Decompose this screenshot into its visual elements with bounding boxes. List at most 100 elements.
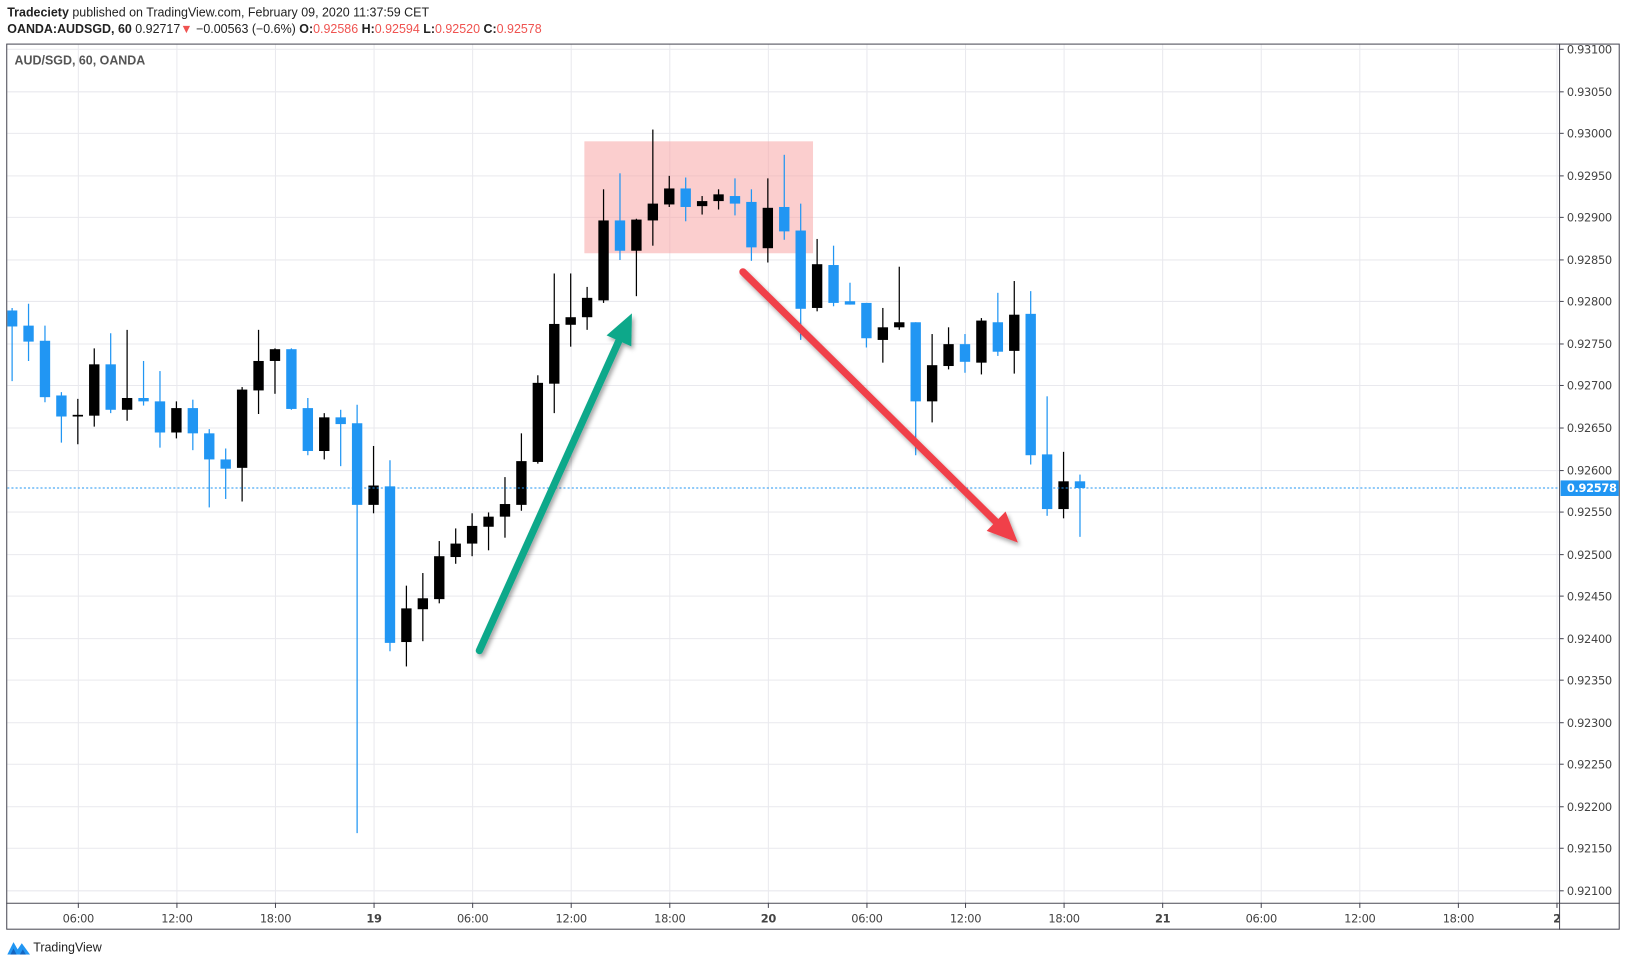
candle-body bbox=[384, 486, 396, 643]
candle-body bbox=[680, 188, 691, 207]
candle-up bbox=[401, 585, 412, 667]
price-tick-label: 0.92300 bbox=[1566, 715, 1612, 730]
candle-body bbox=[614, 220, 626, 251]
uptrend-arrow bbox=[475, 313, 632, 655]
candle-body bbox=[861, 302, 872, 339]
candle-body bbox=[7, 310, 18, 327]
candle-down bbox=[828, 245, 839, 307]
candle-up bbox=[565, 273, 576, 347]
candle-up bbox=[499, 477, 511, 538]
candle-down bbox=[795, 203, 806, 340]
candle-up bbox=[664, 175, 675, 207]
price-tick-label: 0.92350 bbox=[1566, 673, 1612, 687]
time-axis[interactable]: 06:00 12:00 18:00 19 06:00 12:00 18:00 20 06:00 1… bbox=[6, 904, 1560, 930]
candle-body bbox=[729, 196, 741, 204]
downtrend-arrow-line bbox=[739, 268, 1002, 528]
candle-up bbox=[89, 348, 100, 427]
price-tick-label: 0.92200 bbox=[1566, 800, 1612, 814]
candle-body bbox=[335, 417, 346, 425]
time-tick-label: 06:00 bbox=[456, 912, 489, 926]
candle-down bbox=[23, 303, 34, 361]
candle-body bbox=[204, 433, 215, 460]
time-tick-label: 06:00 bbox=[62, 912, 95, 926]
candle-body bbox=[631, 219, 642, 251]
candle-body bbox=[910, 322, 921, 402]
candle-up bbox=[598, 189, 609, 303]
candle-body bbox=[1058, 481, 1069, 510]
candle-body bbox=[532, 382, 544, 462]
candle-body bbox=[1009, 314, 1020, 351]
last-price: 0.92717 bbox=[135, 21, 181, 37]
candle-body bbox=[483, 516, 494, 527]
candle-up bbox=[713, 189, 724, 210]
candle-up bbox=[319, 413, 330, 460]
candle-body bbox=[72, 414, 84, 417]
candle-body bbox=[811, 264, 823, 308]
candle-body bbox=[154, 401, 166, 433]
candle-up bbox=[171, 401, 182, 439]
time-tick-label: 12:00 bbox=[1344, 912, 1376, 926]
low-label: L: bbox=[423, 21, 435, 37]
axis-ticks bbox=[77, 48, 1564, 908]
candle-body bbox=[795, 230, 806, 309]
candle-body bbox=[499, 504, 511, 517]
time-tick-label: 12:00 bbox=[555, 912, 588, 926]
price-tick-label: 0.92500 bbox=[1566, 547, 1612, 562]
candle-up bbox=[762, 178, 774, 263]
candle-body bbox=[943, 344, 954, 367]
candle-up bbox=[943, 327, 954, 370]
candle-up bbox=[976, 318, 987, 375]
candle-up bbox=[72, 398, 84, 445]
candle-body bbox=[877, 327, 889, 340]
downtrend-arrow bbox=[739, 268, 1018, 543]
tradingview-logo-icon bbox=[7, 942, 31, 955]
candle-body bbox=[286, 349, 297, 409]
candle-body bbox=[516, 461, 527, 505]
candle-down bbox=[746, 189, 757, 261]
candle-down bbox=[729, 178, 741, 216]
candle-body bbox=[138, 397, 149, 402]
candle-up bbox=[647, 129, 659, 246]
candle-up bbox=[417, 573, 429, 642]
candle-body bbox=[1041, 454, 1053, 510]
candle-body bbox=[302, 408, 314, 452]
time-tick-label: 19 bbox=[366, 912, 382, 926]
candle-down bbox=[351, 404, 363, 834]
candle-up bbox=[549, 273, 560, 414]
candle-up bbox=[926, 334, 938, 423]
chart-frame bbox=[6, 43, 1620, 930]
price-change: −0.00563 (−0.6%) bbox=[196, 21, 296, 37]
candle-up bbox=[434, 541, 445, 604]
candle-body bbox=[269, 349, 281, 361]
candle-down bbox=[992, 292, 1004, 356]
candle-body bbox=[959, 344, 971, 362]
publisher-name[interactable]: Tradeciety bbox=[7, 5, 69, 20]
price-tick-label: 0.92150 bbox=[1566, 841, 1612, 856]
symbol-info-bar: OANDA:AUDSGD, 60 0.92717▼ −0.00563 (−0.6… bbox=[7, 22, 541, 37]
candle-down bbox=[384, 460, 396, 652]
candle-body bbox=[450, 543, 461, 558]
time-tick-label: 18:00 bbox=[259, 912, 292, 926]
candle-down bbox=[220, 448, 231, 499]
candle-down bbox=[335, 409, 346, 467]
candle-body bbox=[894, 322, 905, 328]
candle-up bbox=[121, 329, 133, 421]
price-tick-label: 0.93000 bbox=[1566, 126, 1612, 141]
candle-body bbox=[105, 364, 116, 410]
time-tick-label: 18:00 bbox=[654, 912, 686, 926]
tradingview-logo[interactable]: TradingView bbox=[7, 940, 102, 955]
candle-body bbox=[746, 201, 757, 248]
candle-up bbox=[368, 445, 379, 514]
candle-body bbox=[121, 397, 133, 410]
candle-body bbox=[220, 459, 231, 469]
time-tick-label: 12:00 bbox=[161, 912, 193, 926]
candle-down bbox=[1074, 474, 1086, 537]
arrow-head-down-icon bbox=[986, 511, 1018, 543]
time-tick-label: 18:00 bbox=[1048, 912, 1080, 926]
candle-up bbox=[894, 266, 905, 330]
candle-up bbox=[631, 218, 642, 297]
time-tick-label: 06:00 bbox=[851, 912, 883, 926]
price-tick-label: 0.92850 bbox=[1566, 253, 1612, 267]
candle-down bbox=[7, 307, 18, 382]
